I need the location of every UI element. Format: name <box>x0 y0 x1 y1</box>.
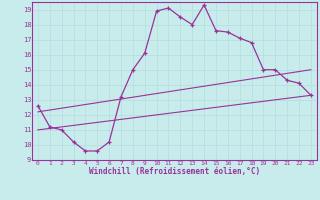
X-axis label: Windchill (Refroidissement éolien,°C): Windchill (Refroidissement éolien,°C) <box>89 167 260 176</box>
